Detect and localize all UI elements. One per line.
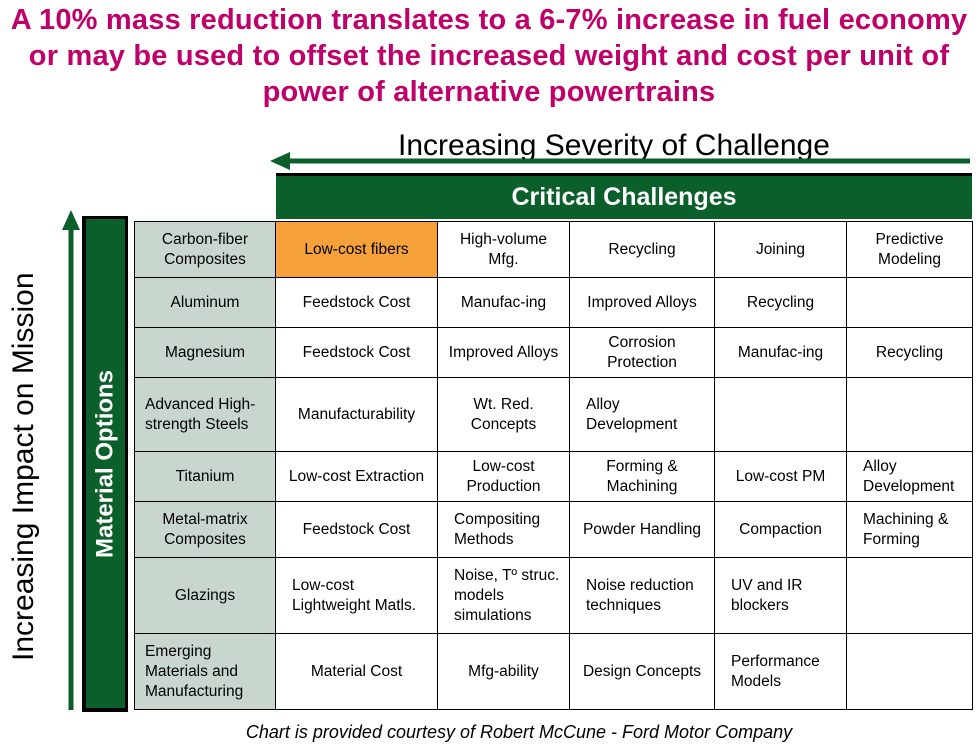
- challenge-cell: [846, 633, 973, 710]
- challenge-cell: Feedstock Cost: [275, 327, 438, 378]
- challenge-cell: [846, 557, 973, 634]
- challenge-cell: Low-cost fibers: [275, 221, 438, 278]
- challenge-cell: Predictive Modeling: [846, 221, 973, 278]
- material-cell: Emerging Materials and Manufacturing: [134, 633, 276, 710]
- table-row: Metal-matrix Composites Feedstock Cost C…: [134, 501, 973, 558]
- material-cell: Magnesium: [134, 327, 276, 378]
- challenge-cell: Corrosion Protection: [569, 327, 715, 378]
- challenge-cell: Forming & Machining: [569, 451, 715, 502]
- challenge-cell: Performance Models: [714, 633, 847, 710]
- table-row: Titanium Low-cost Extraction Low-cost Pr…: [134, 451, 973, 502]
- material-cell: Glazings: [134, 557, 276, 634]
- challenge-cell: Feedstock Cost: [275, 277, 438, 328]
- challenge-cell: Recycling: [569, 221, 715, 278]
- challenge-cell: Feedstock Cost: [275, 501, 438, 558]
- severity-axis-label: Increasing Severity of Challenge: [398, 129, 830, 162]
- left-arrow-icon: [270, 152, 970, 170]
- critical-challenges-label: Critical Challenges: [511, 183, 737, 211]
- challenge-cell: Manufac-ing: [437, 277, 570, 328]
- challenge-cell: Recycling: [846, 327, 973, 378]
- material-cell: Advanced High-strength Steels: [134, 377, 276, 452]
- up-arrow-icon: [62, 210, 80, 710]
- table-row: Emerging Materials and Manufacturing Mat…: [134, 633, 973, 710]
- table-row: Aluminum Feedstock Cost Manufac-ing Impr…: [134, 277, 973, 328]
- challenges-table: Carbon-fiber Composites Low-cost fibers …: [134, 221, 973, 710]
- challenge-cell: Improved Alloys: [437, 327, 570, 378]
- challenge-cell: Noise, Tº struc. models simulations: [437, 557, 570, 634]
- challenge-cell: Improved Alloys: [569, 277, 715, 328]
- challenge-cell: [714, 377, 847, 452]
- table-row: Advanced High-strength Steels Manufactur…: [134, 377, 973, 452]
- headline: A 10% mass reduction translates to a 6-7…: [10, 4, 968, 108]
- challenge-cell: Design Concepts: [569, 633, 715, 710]
- challenge-cell: Compositing Methods: [437, 501, 570, 558]
- challenge-cell: Low-cost PM: [714, 451, 847, 502]
- material-options-bar: Material Options: [82, 216, 128, 712]
- material-cell: Carbon-fiber Composites: [134, 221, 276, 278]
- challenge-cell: High-volume Mfg.: [437, 221, 570, 278]
- footer-credit: Chart is provided courtesy of Robert McC…: [245, 722, 793, 742]
- challenge-cell: Manufacturability: [275, 377, 438, 452]
- challenge-cell: Material Cost: [275, 633, 438, 710]
- challenge-cell: Wt. Red. Concepts: [437, 377, 570, 452]
- challenge-cell: [846, 277, 973, 328]
- challenge-cell: Recycling: [714, 277, 847, 328]
- challenge-cell: Compaction: [714, 501, 847, 558]
- challenge-cell: Machining & Forming: [846, 501, 973, 558]
- challenge-cell: [846, 377, 973, 452]
- table-row: Carbon-fiber Composites Low-cost fibers …: [134, 221, 973, 278]
- challenge-cell: Alloy Development: [846, 451, 973, 502]
- challenge-cell: Low-cost Production: [437, 451, 570, 502]
- material-cell: Aluminum: [134, 277, 276, 328]
- challenge-cell: Mfg-ability: [437, 633, 570, 710]
- challenge-cell: Low-cost Extraction: [275, 451, 438, 502]
- challenge-cell: Alloy Development: [569, 377, 715, 452]
- challenge-cell: Joining: [714, 221, 847, 278]
- material-cell: Titanium: [134, 451, 276, 502]
- material-cell: Metal-matrix Composites: [134, 501, 276, 558]
- impact-axis-label: Increasing Impact on Mission: [7, 272, 40, 662]
- challenge-cell: Manufac-ing: [714, 327, 847, 378]
- challenge-cell: Powder Handling: [569, 501, 715, 558]
- challenge-cell: Low-cost Lightweight Matls.: [275, 557, 438, 634]
- table-row: Glazings Low-cost Lightweight Matls. Noi…: [134, 557, 973, 634]
- material-options-label: Material Options: [91, 369, 119, 558]
- challenge-cell: Noise reduction techniques: [569, 557, 715, 634]
- critical-challenges-bar: Critical Challenges: [276, 173, 972, 219]
- challenge-cell: UV and IR blockers: [714, 557, 847, 634]
- table-row: Magnesium Feedstock Cost Improved Alloys…: [134, 327, 973, 378]
